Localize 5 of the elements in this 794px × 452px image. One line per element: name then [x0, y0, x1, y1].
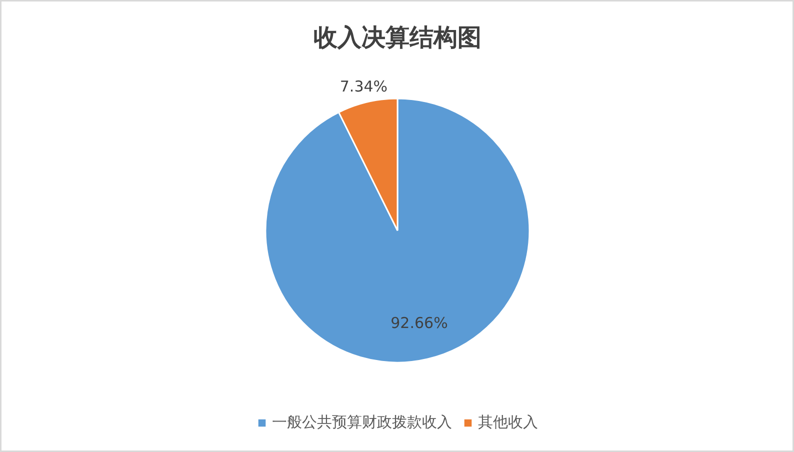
data-label: 92.66% — [390, 314, 448, 332]
legend-label: 其他收入 — [478, 413, 538, 432]
legend-label: 一般公共预算财政拨款收入 — [272, 413, 452, 432]
data-label: 7.34% — [340, 78, 388, 96]
chart-title: 收入决算结构图 — [314, 24, 482, 52]
